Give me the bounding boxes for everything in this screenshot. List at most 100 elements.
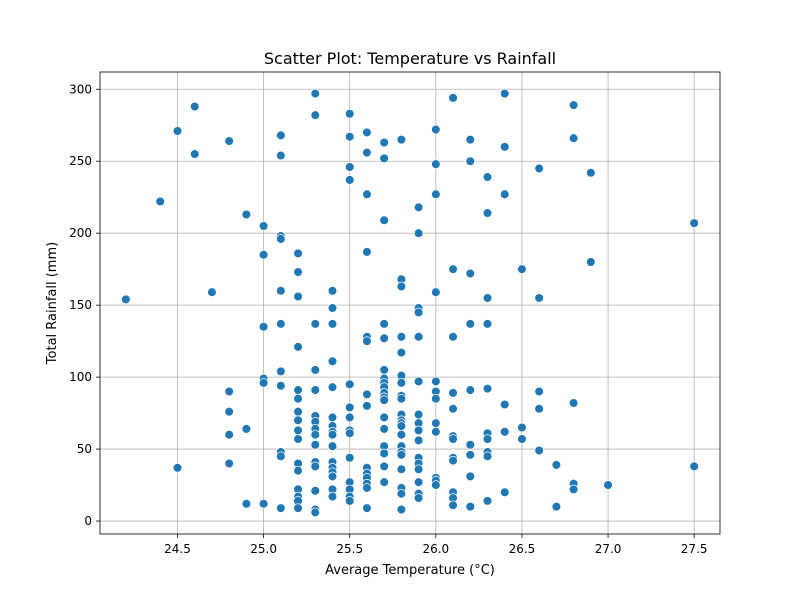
data-point	[431, 480, 441, 490]
data-point	[327, 285, 338, 296]
data-point	[310, 439, 321, 450]
data-point	[258, 499, 269, 509]
data-point	[241, 499, 252, 509]
data-point	[172, 463, 183, 473]
data-point	[499, 142, 510, 152]
data-point	[293, 385, 303, 395]
data-point	[431, 159, 441, 169]
data-point	[379, 424, 389, 434]
data-point	[327, 429, 338, 440]
data-point	[379, 215, 389, 226]
data-point	[207, 287, 217, 297]
data-point	[362, 336, 372, 346]
data-point	[448, 264, 458, 274]
data-point	[413, 409, 424, 420]
data-point	[293, 342, 303, 352]
data-point	[499, 427, 510, 437]
data-point	[499, 487, 510, 498]
y-tick-label: 150	[69, 298, 92, 312]
data-point	[586, 167, 596, 178]
data-point	[396, 421, 407, 431]
data-point	[344, 402, 355, 413]
data-point	[482, 293, 493, 303]
data-point	[327, 356, 338, 367]
data-point	[276, 380, 286, 391]
data-point	[396, 378, 407, 388]
data-point	[413, 464, 424, 475]
data-point	[431, 376, 441, 387]
data-point	[344, 162, 355, 172]
data-point	[293, 434, 303, 444]
data-point	[396, 393, 407, 404]
data-point	[344, 175, 355, 185]
data-point	[465, 471, 476, 482]
x-tick-label: 26.0	[422, 542, 449, 556]
data-point	[396, 450, 407, 460]
data-point	[258, 321, 269, 332]
data-point	[413, 228, 424, 238]
y-tick-label: 50	[77, 442, 92, 456]
data-point	[379, 412, 389, 423]
data-point	[189, 101, 200, 112]
data-point	[327, 412, 338, 423]
data-point	[224, 429, 234, 440]
data-point	[413, 307, 424, 318]
data-point	[413, 376, 424, 387]
data-point	[586, 257, 596, 267]
data-point	[379, 448, 389, 459]
data-point	[379, 461, 389, 472]
data-point	[327, 303, 338, 313]
data-point	[362, 483, 372, 493]
data-point	[568, 398, 579, 408]
data-point	[499, 399, 510, 410]
x-axis-label: Average Temperature (°C)	[325, 563, 495, 578]
data-point	[344, 379, 355, 390]
data-point	[431, 287, 441, 297]
data-point	[293, 248, 303, 259]
data-point	[448, 93, 458, 103]
data-point	[379, 365, 389, 375]
data-point	[379, 137, 389, 148]
x-tick-label: 25.5	[336, 542, 363, 556]
data-point	[448, 434, 458, 444]
data-point	[431, 189, 441, 200]
data-point	[448, 404, 458, 414]
data-point	[379, 319, 389, 329]
data-point	[293, 291, 303, 302]
data-point	[155, 196, 166, 207]
data-point	[396, 332, 407, 342]
data-point	[362, 401, 372, 411]
data-point	[293, 393, 303, 404]
x-tick-label: 27.0	[595, 542, 622, 556]
x-tick-label: 25.0	[250, 542, 277, 556]
data-point	[224, 406, 234, 417]
x-tick-label: 26.5	[509, 542, 536, 556]
data-point	[534, 404, 544, 414]
data-point	[344, 131, 355, 142]
data-point	[379, 477, 389, 487]
data-point	[517, 264, 527, 274]
data-point	[327, 319, 338, 329]
x-tick-label: 24.5	[164, 542, 191, 556]
data-point	[379, 395, 389, 405]
data-point	[362, 503, 372, 513]
y-tick-label: 0	[84, 514, 92, 528]
data-point	[344, 496, 355, 506]
data-point	[482, 319, 493, 329]
data-point	[276, 366, 286, 377]
data-point	[396, 504, 407, 515]
data-point	[517, 434, 527, 444]
data-point	[310, 507, 321, 518]
data-point	[431, 393, 441, 404]
data-point	[603, 480, 613, 490]
data-point	[448, 455, 458, 466]
data-point	[465, 385, 476, 395]
data-point	[465, 450, 476, 460]
data-point	[482, 208, 493, 218]
data-point	[276, 285, 286, 296]
data-point	[482, 496, 493, 506]
data-point	[482, 434, 493, 444]
data-point	[396, 464, 407, 475]
data-point	[310, 486, 321, 496]
